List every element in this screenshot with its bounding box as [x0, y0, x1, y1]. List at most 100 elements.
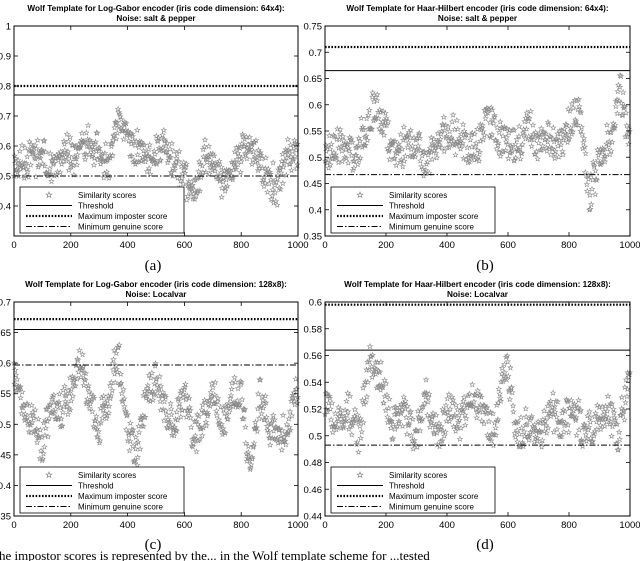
data-point	[146, 170, 154, 178]
data-point	[337, 406, 344, 413]
data-point	[97, 160, 104, 167]
data-point	[586, 414, 594, 421]
data-point	[574, 121, 582, 128]
data-point	[210, 161, 217, 168]
data-point	[394, 149, 401, 157]
data-point	[47, 170, 55, 177]
data-point	[533, 148, 540, 155]
data-point	[404, 144, 412, 151]
data-point	[17, 394, 25, 401]
data-point	[283, 154, 290, 161]
data-point	[415, 131, 423, 138]
y-tick-label: 0.35	[0, 512, 11, 523]
data-point	[204, 156, 211, 163]
data-point	[487, 437, 495, 444]
data-point	[84, 121, 92, 129]
data-point	[106, 382, 114, 389]
data-point	[145, 145, 152, 153]
data-point	[221, 187, 229, 194]
data-point	[334, 125, 341, 132]
data-point	[537, 428, 544, 436]
data-point	[48, 156, 56, 164]
x-tick-label: 400	[120, 240, 136, 251]
data-point	[602, 152, 609, 160]
data-point	[499, 377, 507, 385]
data-point	[480, 128, 487, 135]
data-point	[232, 165, 240, 172]
data-point	[486, 119, 494, 126]
data-point	[78, 129, 86, 136]
data-point	[553, 413, 560, 420]
data-point	[58, 415, 65, 422]
legend-entry: Minimum genuine score	[389, 223, 474, 232]
data-point	[62, 157, 70, 164]
data-point	[151, 380, 158, 387]
data-point	[347, 135, 355, 142]
data-point	[362, 398, 370, 405]
data-point	[417, 407, 425, 414]
data-point	[402, 152, 409, 159]
data-point	[116, 341, 123, 348]
data-point	[534, 133, 542, 140]
data-point	[46, 149, 54, 157]
y-tick-label: 0.4	[0, 202, 11, 213]
data-point	[369, 351, 376, 358]
data-point	[404, 402, 411, 410]
chart-panel-a: Wolf Template for Log-Gabor encoder (iri…	[0, 4, 309, 274]
data-point	[111, 124, 118, 131]
data-point	[388, 417, 395, 424]
data-point	[53, 399, 61, 406]
data-point	[11, 366, 19, 373]
data-point	[422, 393, 429, 400]
data-point	[393, 144, 401, 152]
data-point	[608, 400, 616, 407]
data-point	[438, 144, 446, 151]
data-point	[604, 145, 611, 152]
data-point	[546, 399, 553, 406]
data-point	[448, 393, 456, 400]
data-point	[443, 132, 450, 140]
data-point	[358, 428, 365, 435]
y-tick-label: 0.58	[304, 324, 323, 335]
data-point	[192, 417, 200, 425]
data-point	[606, 151, 614, 158]
data-point	[613, 420, 621, 428]
data-point	[145, 371, 153, 378]
data-point	[410, 134, 418, 141]
data-point	[83, 129, 90, 136]
data-point	[324, 156, 332, 163]
data-point	[230, 159, 238, 166]
data-point	[61, 140, 68, 147]
data-point	[92, 138, 99, 145]
data-point	[278, 427, 286, 434]
data-point	[575, 95, 582, 103]
data-point	[112, 135, 120, 142]
data-point	[27, 140, 35, 147]
data-point	[367, 353, 375, 360]
data-point	[622, 133, 629, 140]
data-point	[332, 151, 340, 158]
data-point	[544, 402, 552, 409]
data-point	[401, 401, 408, 408]
data-point	[443, 144, 451, 151]
data-point	[547, 151, 555, 158]
data-point	[576, 107, 584, 115]
data-point	[59, 408, 67, 416]
data-point	[199, 169, 207, 176]
data-point	[129, 132, 137, 140]
data-point	[44, 417, 51, 425]
data-point	[587, 418, 594, 425]
data-point	[515, 122, 523, 130]
data-point	[336, 130, 344, 137]
data-point	[11, 152, 18, 159]
data-point	[277, 432, 285, 439]
data-point	[95, 420, 103, 427]
data-point	[586, 191, 594, 198]
data-point	[94, 433, 102, 440]
data-point	[238, 154, 245, 161]
data-point	[66, 389, 73, 396]
data-point	[33, 425, 41, 433]
data-point	[614, 88, 621, 95]
data-point	[522, 413, 530, 420]
